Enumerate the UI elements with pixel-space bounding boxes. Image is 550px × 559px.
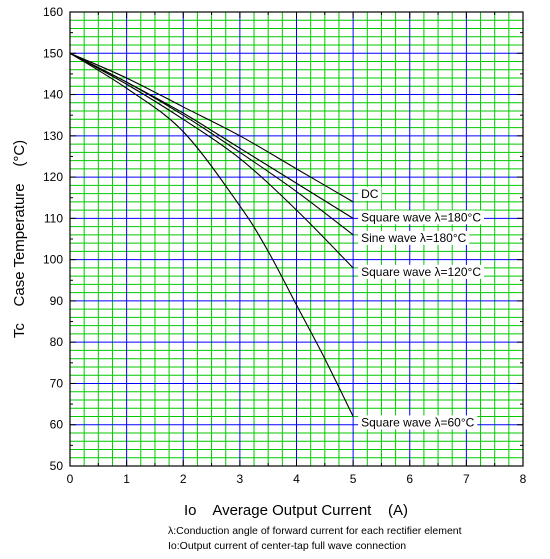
annotation-background: [358, 186, 382, 201]
annotation-background: [358, 230, 470, 245]
series-annotations: DC Square wave λ=180°C Sine wave λ=180°C Sq…: [358, 186, 484, 430]
x-tick-label: 8: [520, 472, 527, 486]
footnote-conduction-angle: λ:Conduction angle of forward current fo…: [168, 525, 462, 537]
y-tick-label: 80: [50, 335, 64, 349]
y-tick-label: 60: [50, 418, 64, 432]
annotation-background: [358, 210, 484, 225]
series-line-square-wave-60-c: [69, 52, 354, 417]
y-tick-label: 110: [44, 211, 63, 225]
y-tick-label: 150: [43, 46, 63, 60]
annotation-background: [358, 264, 484, 279]
x-tick-label: 6: [406, 472, 413, 486]
x-tick-label: 1: [123, 472, 130, 486]
derating-chart: DC Square wave λ=180°C Sine wave λ=180°C Sq…: [11, 5, 527, 519]
y-tick-label: 140: [43, 88, 63, 102]
y-tick-label: 90: [50, 294, 64, 308]
x-tick-label: 0: [67, 472, 74, 486]
annotation-background: [358, 415, 478, 430]
x-tick-label: 5: [350, 472, 357, 486]
y-tick-label: 70: [50, 376, 64, 390]
x-axis-label: Io Average Output Current (A): [184, 502, 408, 519]
x-tick-label: 4: [293, 472, 300, 486]
y-tick-label: 160: [43, 5, 63, 19]
x-tick-label: 2: [180, 472, 187, 486]
series-lines: [69, 52, 354, 417]
annotation-square-wave-60-c: Square wave λ=60°C: [361, 415, 475, 429]
tick-labels: 0 1 2 3 4 5 6 7 8 50 60 70 80 90 100 110 120 130 140 150 160: [43, 5, 527, 486]
annotation-dc: DC: [361, 187, 379, 201]
y-tick-label: 130: [43, 129, 63, 143]
footnote-output-current: Io:Output current of center-tap full wav…: [168, 540, 407, 552]
y-tick-label: 120: [43, 170, 63, 184]
axis-ticks: [69, 11, 524, 467]
annotation-square-wave-180-c: Square wave λ=180°C: [361, 210, 481, 224]
y-tick-label: 100: [43, 253, 63, 267]
annotation-sine-wave-180-c: Sine wave λ=180°C: [361, 231, 467, 245]
x-tick-label: 3: [237, 472, 244, 486]
series-line-dc: [69, 52, 354, 203]
x-tick-label: 7: [463, 472, 470, 486]
series-line-sine-wave-180-c: [69, 52, 354, 236]
series-line-square-wave-120-c: [69, 52, 354, 269]
y-tick-label: 50: [50, 459, 64, 473]
y-axis-label: Tc Case Temperature (°C): [11, 140, 28, 338]
annotation-square-wave-120-c: Square wave λ=120°C: [361, 265, 481, 279]
